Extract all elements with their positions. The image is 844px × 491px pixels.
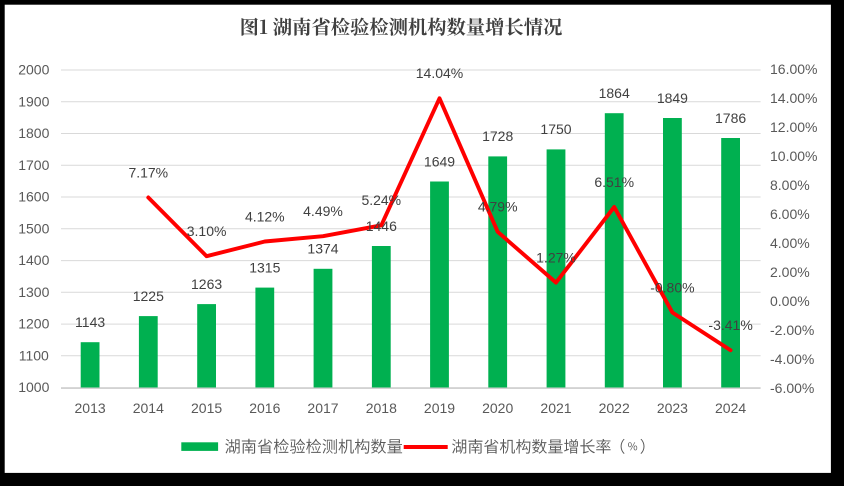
svg-text:4.00%: 4.00%	[770, 235, 810, 251]
svg-text:2016: 2016	[249, 400, 280, 416]
svg-text:6.00%: 6.00%	[770, 206, 810, 222]
svg-text:2017: 2017	[307, 400, 338, 416]
svg-text:1446: 1446	[366, 218, 397, 234]
svg-text:3.10%: 3.10%	[187, 223, 227, 239]
svg-text:2014: 2014	[133, 400, 164, 416]
svg-text:1315: 1315	[249, 259, 280, 275]
svg-text:1750: 1750	[540, 121, 571, 137]
svg-text:1728: 1728	[482, 128, 513, 144]
svg-text:2.00%: 2.00%	[770, 264, 810, 280]
svg-text:4.12%: 4.12%	[245, 208, 285, 224]
svg-text:2021: 2021	[540, 400, 571, 416]
svg-text:1700: 1700	[18, 157, 49, 173]
svg-text:7.17%: 7.17%	[128, 164, 168, 180]
svg-text:-0.80%: -0.80%	[650, 279, 694, 295]
svg-text:1225: 1225	[133, 288, 164, 304]
svg-text:16.00%: 16.00%	[770, 61, 817, 77]
svg-text:0.00%: 0.00%	[770, 293, 810, 309]
svg-text:1300: 1300	[18, 284, 49, 300]
svg-text:2000: 2000	[18, 62, 49, 78]
svg-text:6.51%: 6.51%	[594, 174, 634, 190]
svg-text:5.24%: 5.24%	[361, 192, 401, 208]
svg-text:1786: 1786	[715, 110, 746, 126]
svg-text:-4.00%: -4.00%	[770, 351, 814, 367]
svg-text:1849: 1849	[657, 90, 688, 106]
svg-text:1600: 1600	[18, 189, 49, 205]
svg-text:-2.00%: -2.00%	[770, 322, 814, 338]
svg-text:2013: 2013	[75, 400, 106, 416]
svg-text:1263: 1263	[191, 276, 222, 292]
svg-text:1649: 1649	[424, 153, 455, 169]
svg-text:14.00%: 14.00%	[770, 90, 817, 106]
svg-text:1800: 1800	[18, 125, 49, 141]
svg-text:10.00%: 10.00%	[770, 148, 817, 164]
svg-text:1143: 1143	[75, 314, 105, 330]
svg-text:1400: 1400	[18, 252, 49, 268]
svg-text:12.00%: 12.00%	[770, 119, 817, 135]
svg-text:-3.41%: -3.41%	[708, 317, 752, 333]
svg-text:2024: 2024	[715, 400, 746, 416]
svg-text:1374: 1374	[307, 241, 338, 257]
svg-text:2019: 2019	[424, 400, 455, 416]
svg-text:1900: 1900	[18, 93, 49, 109]
svg-text:1000: 1000	[18, 379, 49, 395]
svg-text:4.49%: 4.49%	[303, 203, 343, 219]
svg-text:1.27%: 1.27%	[536, 249, 576, 265]
svg-text:1200: 1200	[18, 316, 49, 332]
svg-text:2015: 2015	[191, 400, 222, 416]
svg-text:1500: 1500	[18, 220, 49, 236]
svg-text:8.00%: 8.00%	[770, 177, 810, 193]
svg-text:1864: 1864	[599, 85, 630, 101]
svg-text:2022: 2022	[599, 400, 630, 416]
svg-text:-6.00%: -6.00%	[770, 380, 814, 396]
svg-text:14.04%: 14.04%	[416, 65, 463, 81]
svg-text:4.79%: 4.79%	[478, 199, 518, 215]
svg-text:1100: 1100	[19, 347, 49, 363]
svg-text:2020: 2020	[482, 400, 513, 416]
svg-text:2023: 2023	[657, 400, 688, 416]
svg-text:2018: 2018	[366, 400, 397, 416]
